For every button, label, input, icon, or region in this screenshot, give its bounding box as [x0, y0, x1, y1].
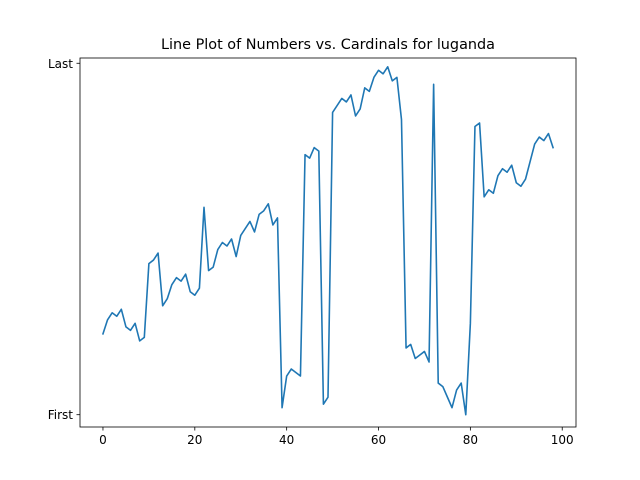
y-tick-label: Last: [48, 57, 73, 71]
series-line-0: [101, 65, 555, 416]
axes-frame: [79, 57, 577, 428]
x-tick-label: 60: [371, 433, 386, 447]
plot-area: [101, 65, 555, 416]
x-tick-label: 40: [279, 433, 294, 447]
chart-title: Line Plot of Numbers vs. Cardinals for l…: [161, 37, 495, 53]
x-tick-label: 20: [187, 433, 202, 447]
axis-ticks: 0 20 40 60 80 100 First Last: [48, 57, 574, 447]
x-tick-label: 0: [99, 433, 107, 447]
x-tick-label: 100: [551, 433, 574, 447]
x-tick-label: 80: [463, 433, 478, 447]
y-tick-label: First: [48, 408, 74, 422]
